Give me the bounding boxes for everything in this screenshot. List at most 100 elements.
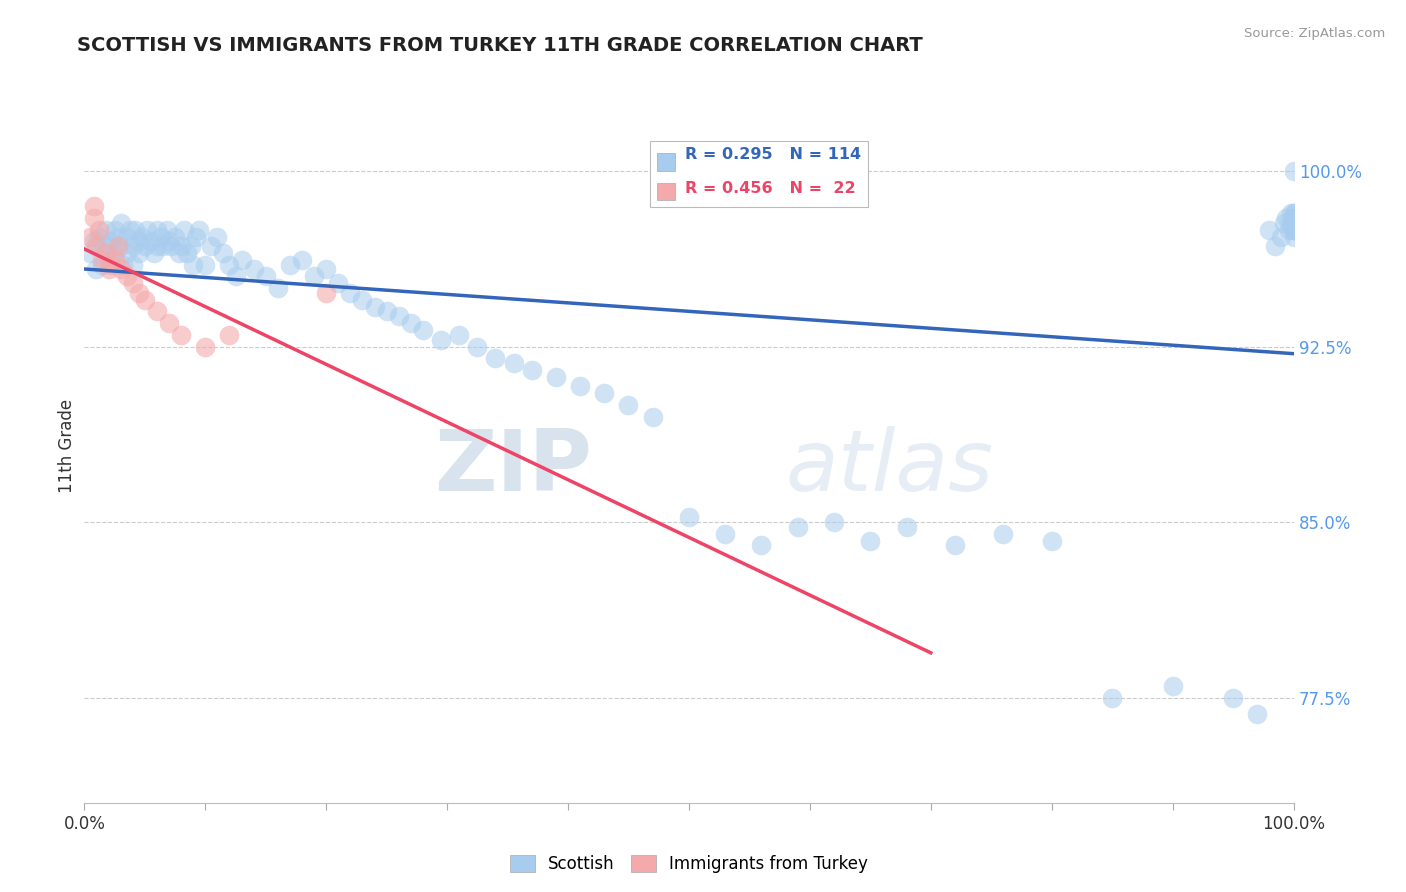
Point	[1281, 216, 1303, 230]
Point	[1282, 211, 1305, 225]
Point	[97, 262, 120, 277]
Point	[194, 258, 217, 272]
Point	[207, 229, 229, 244]
Point	[176, 246, 198, 260]
Point	[943, 538, 966, 552]
Point	[97, 239, 120, 253]
Point	[1222, 690, 1244, 705]
Text: R = 0.456   N =  22: R = 0.456 N = 22	[685, 181, 855, 196]
Point	[430, 333, 453, 347]
Point	[352, 293, 374, 307]
Point	[617, 398, 640, 412]
Point	[641, 409, 664, 424]
Point	[1282, 211, 1305, 225]
Point	[1278, 216, 1301, 230]
Point	[170, 327, 193, 342]
Point	[200, 239, 222, 253]
Point	[1282, 216, 1305, 230]
Point	[823, 515, 845, 529]
Point	[315, 262, 337, 277]
Point	[231, 252, 253, 267]
Point	[569, 379, 592, 393]
Point	[1270, 229, 1292, 244]
Point	[128, 234, 150, 248]
Point	[115, 229, 138, 244]
Point	[1272, 216, 1295, 230]
Point	[134, 293, 156, 307]
Point	[315, 285, 337, 300]
Point	[115, 246, 138, 260]
Point	[1278, 222, 1301, 236]
Point	[121, 239, 143, 253]
Text: R = 0.295   N = 114: R = 0.295 N = 114	[685, 147, 860, 162]
Point	[339, 285, 361, 300]
Point	[91, 258, 114, 272]
Point	[91, 252, 114, 267]
Point	[97, 252, 120, 267]
Point	[180, 239, 202, 253]
Point	[94, 246, 117, 260]
Point	[112, 258, 135, 272]
Point	[502, 356, 524, 370]
Point	[328, 277, 350, 291]
Text: SCOTTISH VS IMMIGRANTS FROM TURKEY 11TH GRADE CORRELATION CHART: SCOTTISH VS IMMIGRANTS FROM TURKEY 11TH …	[77, 36, 924, 54]
Point	[110, 262, 132, 277]
Point	[87, 222, 110, 236]
Point	[134, 239, 156, 253]
Point	[1282, 216, 1305, 230]
Point	[110, 239, 132, 253]
Point	[86, 262, 108, 277]
Point	[83, 234, 105, 248]
Point	[544, 370, 567, 384]
Point	[786, 519, 808, 533]
Point	[87, 229, 110, 244]
Point	[121, 277, 143, 291]
Point	[128, 246, 150, 260]
Point	[1282, 229, 1305, 244]
Point	[155, 222, 177, 236]
Point	[94, 222, 117, 236]
Point	[278, 258, 301, 272]
Y-axis label: 11th Grade: 11th Grade	[58, 399, 76, 493]
Point	[110, 216, 132, 230]
Point	[124, 222, 146, 236]
Point	[1282, 222, 1305, 236]
Point	[194, 340, 217, 354]
Point	[484, 351, 506, 366]
Point	[104, 246, 127, 260]
Point	[143, 246, 166, 260]
Point	[146, 239, 169, 253]
Legend: Scottish, Immigrants from Turkey: Scottish, Immigrants from Turkey	[503, 848, 875, 880]
Point	[188, 222, 211, 236]
Point	[302, 269, 325, 284]
Point	[993, 526, 1015, 541]
Point	[399, 316, 422, 330]
Point	[714, 526, 737, 541]
Point	[212, 246, 235, 260]
Point	[1246, 706, 1268, 721]
Point	[100, 234, 122, 248]
Point	[1282, 222, 1305, 236]
Point	[120, 222, 142, 236]
Text: atlas: atlas	[786, 425, 994, 509]
Point	[149, 229, 172, 244]
Point	[678, 510, 700, 524]
Point	[146, 222, 169, 236]
Point	[1282, 206, 1305, 220]
Point	[152, 239, 174, 253]
Point	[146, 304, 169, 318]
Point	[1101, 690, 1123, 705]
Point	[181, 258, 204, 272]
Point	[520, 363, 543, 377]
Point	[184, 229, 207, 244]
Point	[1282, 206, 1305, 220]
Point	[218, 327, 240, 342]
Point	[165, 229, 187, 244]
Point	[83, 199, 105, 213]
Point	[593, 386, 616, 401]
Point	[412, 323, 434, 337]
Point	[157, 316, 180, 330]
Point	[79, 246, 101, 260]
Point	[160, 239, 183, 253]
Point	[218, 258, 240, 272]
